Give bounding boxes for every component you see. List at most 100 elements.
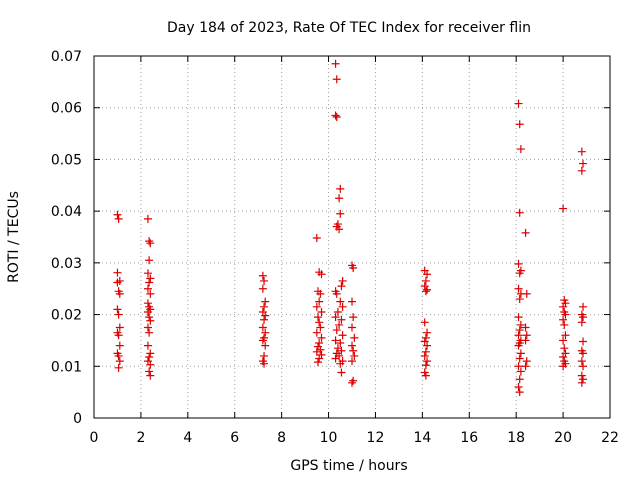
data-point	[423, 357, 432, 366]
x-tick-label: 20	[554, 430, 572, 446]
data-point	[331, 59, 340, 68]
data-point	[350, 333, 359, 342]
data-point	[115, 289, 124, 298]
data-point	[261, 341, 270, 350]
data-point	[313, 313, 322, 322]
data-point	[521, 362, 530, 371]
data-point	[143, 299, 152, 308]
data-point	[423, 328, 432, 337]
plot-frame	[93, 55, 611, 419]
data-point	[338, 276, 347, 285]
data-point	[145, 367, 154, 376]
data-point	[423, 285, 432, 294]
data-point	[577, 147, 586, 156]
data-point	[146, 360, 155, 369]
data-point	[579, 362, 588, 371]
data-point	[316, 289, 325, 298]
data-point	[317, 270, 326, 279]
data-point	[348, 297, 356, 306]
data-point	[261, 328, 270, 337]
data-point	[143, 269, 152, 278]
data-point	[577, 357, 586, 366]
data-point	[258, 284, 267, 293]
data-point	[312, 234, 321, 243]
y-axis-ticks: 0 0.01 0.02 0.03 0.04 0.05 0.06 0.07	[51, 49, 610, 427]
data-point	[516, 320, 525, 329]
data-point	[337, 315, 346, 324]
data-point	[336, 359, 345, 368]
data-point	[146, 349, 155, 358]
data-point	[579, 375, 588, 384]
data-point	[515, 120, 524, 129]
data-point	[515, 295, 524, 304]
data-point	[143, 284, 152, 293]
y-tick-label: 0.02	[51, 308, 82, 324]
data-point	[577, 378, 586, 387]
x-tick-label: 0	[90, 430, 99, 446]
data-point	[349, 264, 358, 273]
data-point	[559, 362, 568, 371]
data-point	[145, 256, 154, 265]
data-point	[337, 282, 346, 291]
data-point	[332, 75, 341, 84]
data-point	[145, 237, 154, 246]
data-point	[349, 346, 358, 355]
data-point	[521, 336, 530, 345]
data-point	[514, 331, 523, 340]
data-point	[348, 341, 356, 350]
data-point	[260, 351, 269, 360]
data-point	[579, 302, 588, 311]
data-points	[113, 59, 588, 397]
x-tick-label: 12	[367, 430, 385, 446]
data-point	[336, 209, 345, 218]
data-point	[114, 331, 123, 340]
data-point	[146, 316, 155, 325]
data-point	[337, 346, 346, 355]
y-tick-label: 0.06	[51, 101, 82, 117]
data-point	[579, 349, 588, 358]
data-point	[559, 204, 568, 213]
data-point	[421, 371, 430, 380]
data-point	[577, 318, 586, 327]
data-point	[514, 284, 523, 293]
data-point	[335, 320, 344, 329]
data-point	[143, 214, 152, 223]
data-point	[349, 313, 358, 322]
data-point	[332, 289, 341, 298]
data-point	[258, 271, 267, 280]
data-point	[579, 337, 588, 346]
data-point	[260, 359, 269, 368]
data-point	[337, 368, 346, 377]
data-point	[559, 315, 568, 324]
data-point	[514, 259, 523, 268]
x-tick-label: 14	[413, 430, 431, 446]
data-point	[336, 297, 345, 306]
data-point	[312, 347, 321, 356]
data-point	[348, 378, 356, 387]
data-point	[559, 302, 568, 311]
data-point	[312, 302, 321, 311]
data-point	[315, 297, 324, 306]
data-point	[349, 376, 358, 385]
x-tick-label: 6	[230, 430, 239, 446]
data-point	[261, 297, 270, 306]
y-tick-label: 0.01	[51, 359, 82, 375]
data-point	[561, 331, 570, 340]
y-axis-label: ROTI / TECUs	[6, 191, 22, 283]
data-point	[420, 318, 429, 327]
data-point	[146, 289, 155, 298]
data-point	[115, 323, 124, 332]
data-point	[317, 333, 326, 342]
data-point	[114, 310, 123, 319]
data-point	[315, 318, 324, 327]
data-point	[146, 239, 155, 248]
data-point	[114, 351, 123, 360]
data-point	[522, 357, 531, 366]
data-point	[514, 99, 523, 108]
data-point	[561, 310, 570, 319]
data-point	[332, 113, 341, 122]
x-tick-label: 22	[601, 430, 619, 446]
data-point	[146, 371, 155, 380]
y-tick-label: 0.07	[51, 49, 82, 65]
data-point	[515, 354, 524, 363]
